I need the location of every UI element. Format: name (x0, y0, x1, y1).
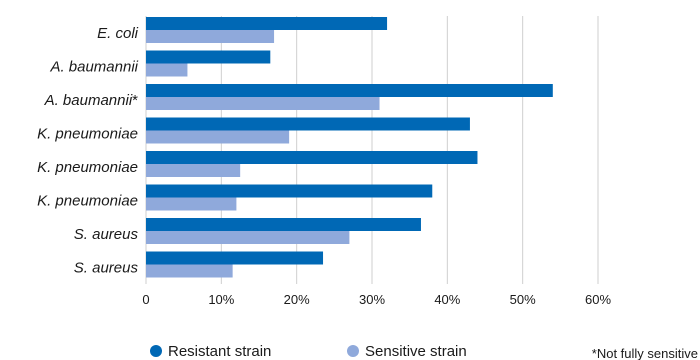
legend: Resistant strain Sensitive strain (150, 343, 467, 360)
bars (146, 17, 553, 278)
x-tick-label: 0 (142, 292, 149, 307)
legend-marker-0 (150, 345, 162, 357)
category-name: E. coli (97, 25, 139, 42)
bar-sensitive-2 (146, 97, 380, 110)
legend-label-0: Resistant strain (168, 343, 271, 360)
category-name: A. baumannii (49, 58, 138, 75)
category-name: S. aureus (74, 226, 139, 243)
category-name: K. pneumoniae (37, 192, 138, 209)
bar-sensitive-7 (146, 264, 233, 278)
bar-resistant-6 (146, 218, 421, 231)
category-name: S. aureus (74, 259, 139, 276)
x-tick-label: 60% (585, 292, 611, 307)
bar-sensitive-0 (146, 30, 275, 43)
bar-sensitive-6 (146, 231, 350, 244)
category-name: K. pneumoniae (37, 159, 138, 176)
category-label: S. aureus (74, 259, 139, 276)
category-name: K. pneumoniae (37, 125, 138, 142)
bar-sensitive-3 (146, 130, 290, 144)
x-tick-labels: 0 10% 20% 30% 40% 50% 60% (142, 292, 611, 307)
category-label: A. baumannii (49, 58, 138, 75)
category-label: K. pneumoniae (37, 192, 138, 209)
bar-resistant-2 (146, 84, 553, 97)
category-name: A. baumannii (44, 92, 133, 109)
legend-marker-1 (347, 345, 359, 357)
x-tick-label: 10% (208, 292, 234, 307)
category-label: K. pneumoniae (37, 159, 138, 176)
x-tick-label: 40% (434, 292, 460, 307)
x-tick-label: 20% (284, 292, 310, 307)
category-label: A. baumannii* (44, 92, 139, 109)
bar-sensitive-4 (146, 164, 241, 177)
category-label: K. pneumoniae (37, 125, 138, 142)
bar-resistant-5 (146, 184, 433, 198)
legend-label-1: Sensitive strain (365, 343, 467, 360)
footnote: *Not fully sensitive (592, 346, 698, 360)
bar-resistant-0 (146, 17, 388, 30)
category-label: E. coli (97, 25, 139, 42)
bar-sensitive-5 (146, 197, 237, 211)
category-label: S. aureus (74, 226, 139, 243)
bar-resistant-7 (146, 251, 324, 265)
x-tick-label: 50% (510, 292, 536, 307)
bar-sensitive-1 (146, 63, 188, 77)
bar-resistant-1 (146, 50, 271, 64)
bar-resistant-4 (146, 151, 478, 164)
category-suffix: * (132, 92, 138, 109)
x-tick-label: 30% (359, 292, 385, 307)
bar-resistant-3 (146, 117, 470, 131)
